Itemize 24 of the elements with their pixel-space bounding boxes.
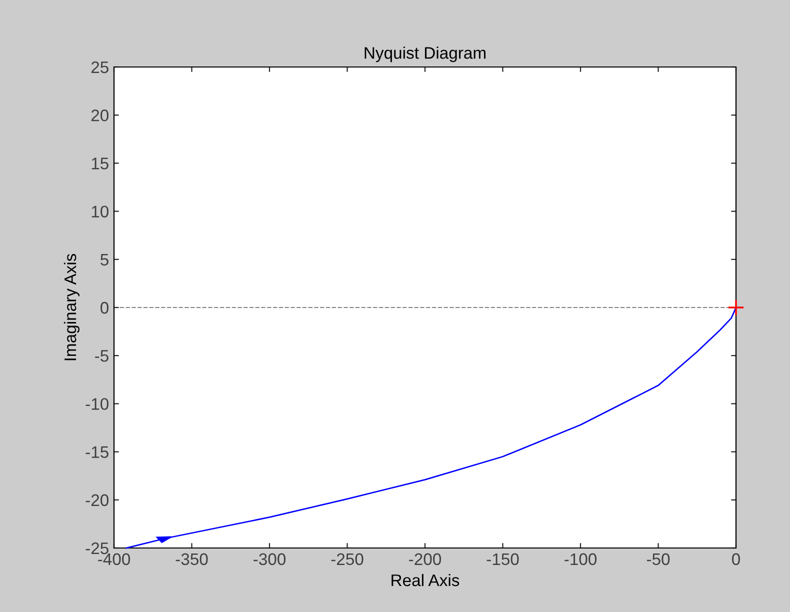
y-tick-label: -10 [86,398,108,410]
x-tick-label: -200 [409,553,442,566]
y-tick-label: 20 [91,110,108,122]
y-tick-label: 5 [100,254,108,266]
y-axis-title: Imaginary Axis [64,254,80,360]
chart-title: Nyquist Diagram [364,46,486,62]
x-tick-label: -100 [564,553,597,566]
y-tick-label: -5 [95,350,108,362]
x-tick-label: -400 [98,553,130,566]
x-tick-label: 0 [732,553,740,566]
x-tick-label: -300 [254,553,286,566]
y-tick-label: 15 [92,158,108,170]
x-tick-label: -250 [331,553,364,566]
x-tick-label: -350 [176,553,208,566]
x-tick-label: -150 [486,553,519,566]
y-tick-label: -15 [86,446,108,458]
y-tick-label: -20 [86,494,108,506]
y-tick-label: 25 [91,61,108,74]
y-tick-label: -25 [86,542,108,554]
y-tick-label: 0 [100,302,108,314]
x-tick-label: -50 [646,553,670,566]
line-series [126,306,737,549]
x-axis-title: Real Axis [392,574,460,586]
y-tick-label: 10 [92,206,108,218]
